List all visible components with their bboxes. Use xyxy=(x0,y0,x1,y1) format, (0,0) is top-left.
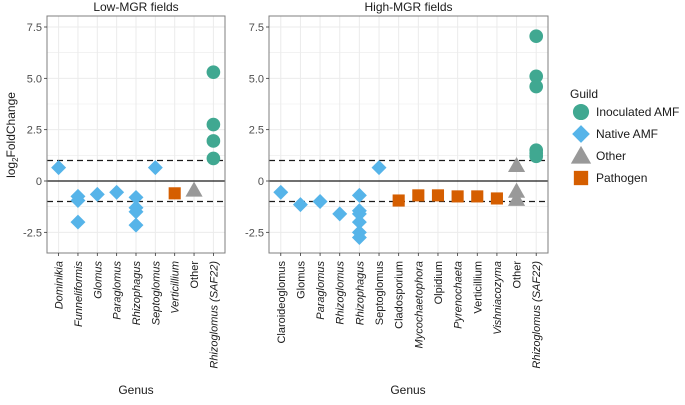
legend-label: Pathogen xyxy=(596,171,647,185)
legend-circle-icon xyxy=(572,103,590,121)
legend-diamond-icon xyxy=(572,125,590,143)
data-point xyxy=(168,187,181,200)
y-tick-label: 5.0 xyxy=(249,73,264,85)
data-point xyxy=(529,29,544,44)
x-tick-label: Glomus xyxy=(295,261,307,299)
data-point xyxy=(490,192,503,205)
x-tick-label: Olpidium xyxy=(433,261,445,304)
data-point xyxy=(128,217,144,233)
panel-title: High-MGR fields xyxy=(364,0,452,14)
panel-high-mgr: High-MGR fields -2.5 0 2.5 5.0 7.5 Claroideogl… xyxy=(245,0,549,369)
data-point xyxy=(312,194,328,210)
x-tick-label: Rhizophagus xyxy=(354,261,366,326)
panel-low-mgr: Low-MGR fields -2.5 0 2.5 5.0 7.5 Dominikia Fun… xyxy=(23,0,226,369)
data-point xyxy=(351,229,367,245)
data-point xyxy=(471,190,484,203)
y-tick-label: 7.5 xyxy=(27,22,42,34)
x-tick-label: Vishniacozyma xyxy=(492,261,504,335)
x-tick-label: Septoglomus xyxy=(374,261,386,326)
panel-title: Low-MGR fields xyxy=(93,0,178,14)
y-tick-label: -2.5 xyxy=(245,227,264,239)
data-point xyxy=(351,206,367,222)
x-tick-label: Other xyxy=(512,261,524,289)
data-point xyxy=(529,79,544,94)
legend-label: Inoculated AMF xyxy=(596,105,679,119)
data-point xyxy=(206,117,221,132)
data-point xyxy=(507,190,526,206)
y-axis-title-rest: FoldChange xyxy=(4,92,18,158)
y-tick-label: -2.5 xyxy=(23,227,42,239)
x-tick-label: Paraglomus xyxy=(112,261,124,320)
data-point xyxy=(529,69,544,84)
y-tick-label: 0 xyxy=(258,176,264,188)
x-tick-label: Verticillium xyxy=(472,261,484,314)
panel-border xyxy=(268,15,549,254)
x-tick-label: Rhizoglomus (SAF22) xyxy=(531,261,543,369)
y-tick-label: 7.5 xyxy=(249,22,264,34)
data-point xyxy=(109,184,125,200)
x-tick-label: Verticillium xyxy=(170,261,182,314)
x-tick-label: Rhizophagus xyxy=(131,261,143,326)
x-axis-title-left: Genus xyxy=(118,383,153,397)
data-point xyxy=(529,149,544,164)
legend-item: Native AMF xyxy=(572,125,658,143)
data-point xyxy=(51,160,67,176)
legend-triangle-icon xyxy=(570,145,592,164)
data-point xyxy=(507,182,526,198)
data-point xyxy=(507,157,526,173)
data-point xyxy=(70,214,86,230)
x-tick-label: Paraglomus xyxy=(315,261,327,320)
x-tick-label: Claroideoglomus xyxy=(276,261,288,344)
x-tick-label: Pyrenochaeta xyxy=(453,261,465,329)
y-tick-label: 0 xyxy=(36,176,42,188)
data-point xyxy=(70,193,86,208)
data-point xyxy=(351,187,367,203)
data-point xyxy=(351,214,367,230)
data-point xyxy=(147,160,163,176)
data-point xyxy=(206,151,221,166)
x-tick-label: Mycochaetophora xyxy=(413,261,425,348)
data-point xyxy=(371,160,387,176)
y-axis-title-main: log xyxy=(4,162,18,178)
x-tick-label: Rhizoglomus xyxy=(335,261,347,325)
legend-entries: Inoculated AMF Native AMF Other Pathogen xyxy=(570,103,679,186)
y-axis-title: log2FoldChange xyxy=(4,92,20,178)
y-tick-label: 2.5 xyxy=(249,125,264,137)
x-tick-label: Other xyxy=(189,261,201,289)
data-point xyxy=(332,206,348,222)
data-point xyxy=(292,197,308,213)
x-tick-label: Dominikia xyxy=(54,261,66,309)
y-tick-label: 2.5 xyxy=(27,125,42,137)
x-tick-label: Funneliformis xyxy=(73,261,85,328)
data-point xyxy=(431,189,445,202)
legend-item: Pathogen xyxy=(573,170,647,186)
data-point xyxy=(185,181,203,197)
data-point xyxy=(128,189,144,205)
data-point xyxy=(392,194,405,207)
data-point xyxy=(89,186,105,202)
y-axis-title-sub: 2 xyxy=(11,157,20,162)
x-tick-label: Rhizoglomus (SAF22) xyxy=(208,261,220,369)
data-point xyxy=(412,189,425,202)
data-point xyxy=(451,190,464,203)
legend-label: Other xyxy=(596,149,626,163)
x-axis-title-right: Genus xyxy=(390,383,425,397)
data-point xyxy=(128,204,144,220)
legend-square-icon xyxy=(573,170,589,186)
x-tick-label: Septoglomus xyxy=(150,261,162,326)
panels: Low-MGR fields -2.5 0 2.5 5.0 7.5 Dominikia Fun… xyxy=(23,0,549,369)
legend: Guild Inoculated AMF Native AMF Other Patho… xyxy=(570,87,679,186)
legend-label: Native AMF xyxy=(596,127,658,141)
data-point xyxy=(206,65,221,79)
legend-item: Other xyxy=(570,145,626,164)
x-tick-label: Glomus xyxy=(92,261,104,299)
y-tick-label: 5.0 xyxy=(27,73,42,85)
legend-title: Guild xyxy=(570,87,598,101)
x-tick-label: Cladosporium xyxy=(394,261,406,329)
data-point xyxy=(273,184,289,200)
data-point xyxy=(206,134,221,148)
legend-item: Inoculated AMF xyxy=(572,103,679,121)
